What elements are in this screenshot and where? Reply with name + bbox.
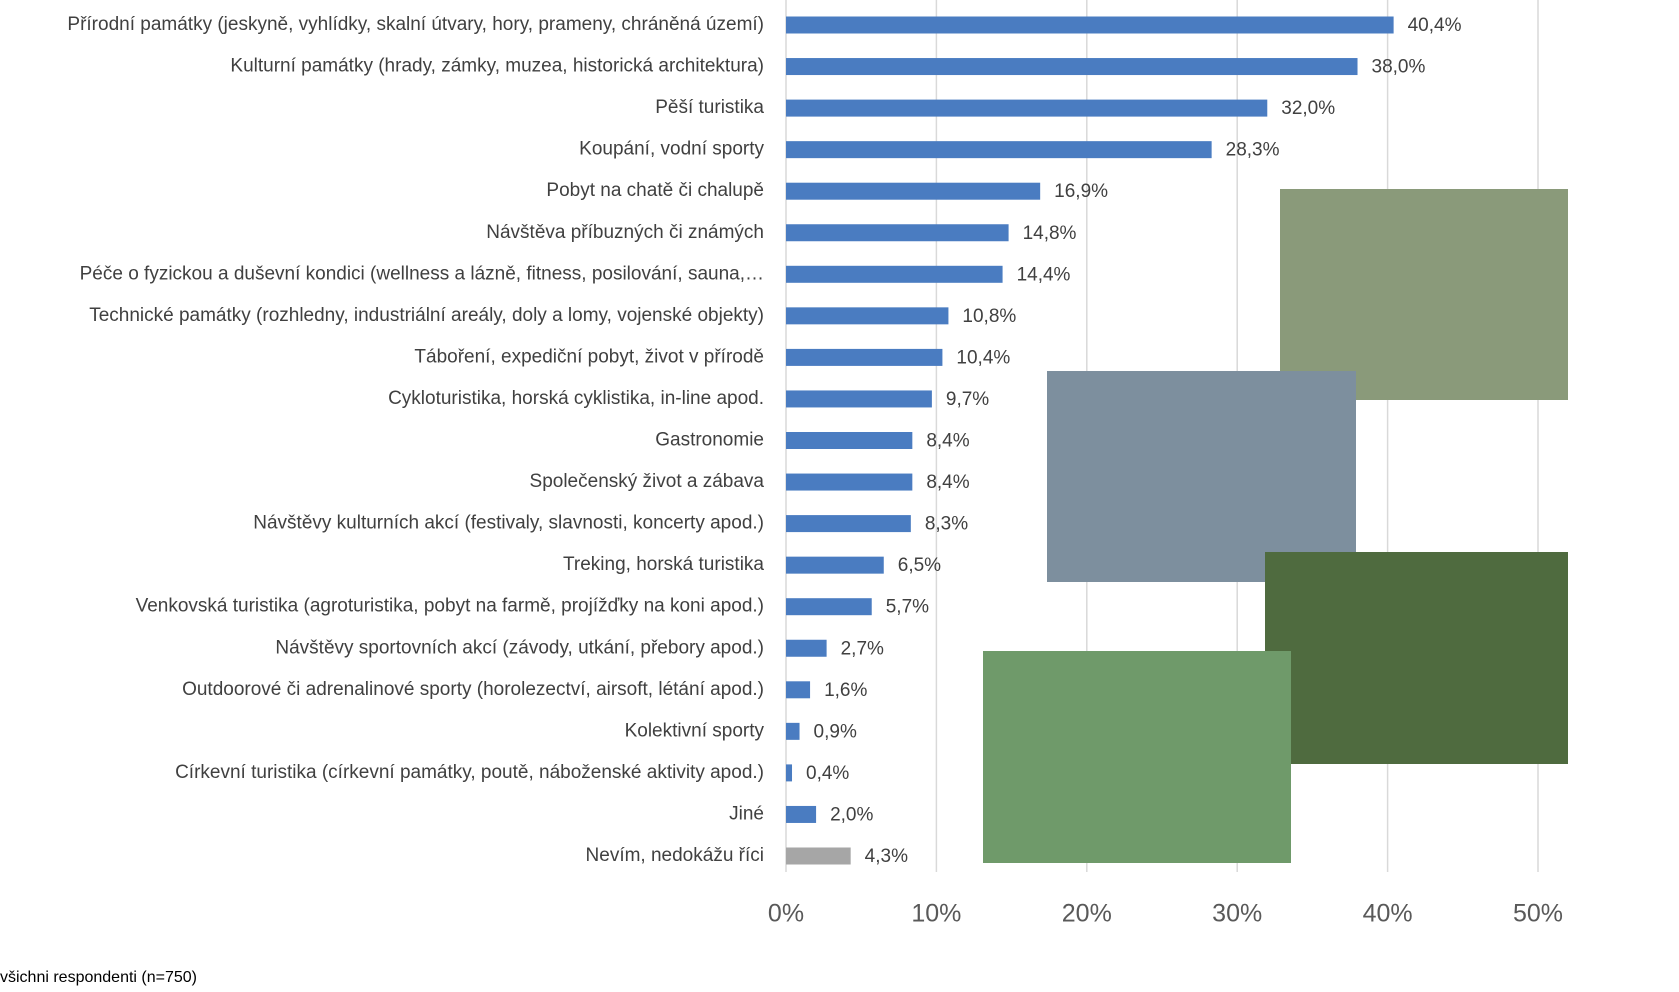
- value-label: 32,0%: [1281, 98, 1335, 119]
- value-label: 8,3%: [925, 514, 968, 535]
- category-label: Společenský život a zábava: [530, 471, 765, 492]
- value-label: 2,0%: [830, 804, 873, 825]
- bar: [786, 224, 1009, 242]
- category-label: Pěší turistika: [655, 97, 764, 118]
- bar: [786, 432, 913, 449]
- note: všichni respondenti (n=750): [0, 969, 197, 986]
- category-label: Kulturní památky (hrady, zámky, muzea, h…: [230, 56, 764, 77]
- value-label: 5,7%: [886, 597, 929, 618]
- category-label: Jiné: [729, 803, 764, 824]
- bar: [786, 515, 911, 533]
- category-label: Návštěvy kulturních akcí (festivaly, sla…: [253, 513, 764, 534]
- bar: [786, 681, 811, 699]
- category-label: Treking, horská turistika: [563, 554, 764, 575]
- value-label: 1,6%: [824, 680, 867, 701]
- bar: [786, 265, 1003, 283]
- value-label: 40,4%: [1408, 15, 1462, 36]
- bar: [786, 390, 932, 408]
- value-label: 16,9%: [1054, 181, 1108, 202]
- x-tick-label: 20%: [1062, 900, 1112, 928]
- value-label: 10,4%: [956, 347, 1010, 368]
- value-label: 2,7%: [841, 638, 884, 659]
- category-label: Péče o fyzickou a duševní kondici (welln…: [80, 263, 764, 284]
- x-tick-label: 40%: [1363, 900, 1413, 928]
- bar: [786, 847, 851, 865]
- category-label: Venkovská turistika (agroturistika, poby…: [136, 596, 764, 617]
- value-label: 14,4%: [1017, 264, 1071, 285]
- category-label: Návštěvy sportovních akcí (závody, utkán…: [275, 637, 764, 658]
- category-label: Cykloturistika, horská cyklistika, in-li…: [388, 388, 764, 409]
- photo: [983, 651, 1291, 863]
- category-label: Koupání, vodní sporty: [579, 139, 764, 160]
- bar: [786, 805, 817, 823]
- category-label: Pobyt na chatě či chalupě: [546, 180, 764, 201]
- bar: [786, 141, 1212, 159]
- category-label: Návštěva příbuzných či známých: [486, 222, 764, 243]
- value-label: 0,9%: [814, 721, 857, 742]
- bar: [786, 473, 913, 491]
- value-label: 4,3%: [865, 846, 908, 867]
- bar: [786, 598, 872, 616]
- bar: [786, 16, 1394, 34]
- value-label: 38,0%: [1372, 57, 1426, 78]
- category-label: Přírodní památky (jeskyně, vyhlídky, ska…: [67, 14, 764, 35]
- x-tick-label: 0%: [768, 900, 804, 928]
- category-label: Nevím, nedokážu říci: [586, 845, 764, 866]
- bar: [786, 307, 949, 325]
- value-label: 10,8%: [962, 306, 1016, 327]
- value-label: 8,4%: [926, 472, 969, 493]
- value-label: 8,4%: [926, 431, 969, 452]
- value-label: 28,3%: [1226, 140, 1280, 161]
- x-tick-label: 10%: [911, 900, 961, 928]
- photos: [983, 189, 1568, 863]
- photo: [1280, 189, 1568, 400]
- x-tick-label: 30%: [1212, 900, 1262, 928]
- category-label: Táboření, expediční pobyt, život v příro…: [414, 346, 764, 367]
- bar: [786, 348, 943, 366]
- bar: [786, 99, 1268, 117]
- category-label: Gastronomie: [655, 430, 764, 451]
- x-tick-label: 50%: [1513, 900, 1563, 928]
- bar: [786, 722, 800, 740]
- value-label: 6,5%: [898, 555, 941, 576]
- category-label: Kolektivní sporty: [625, 720, 765, 741]
- value-label: 9,7%: [946, 389, 989, 410]
- category-label: Církevní turistika (církevní památky, po…: [175, 762, 764, 783]
- bar: [786, 58, 1358, 76]
- bar: [786, 182, 1041, 200]
- value-label: 14,8%: [1023, 223, 1077, 244]
- category-label: Technické památky (rozhledny, industriál…: [89, 305, 764, 326]
- value-label: 0,4%: [806, 763, 849, 784]
- bar: [786, 639, 827, 657]
- photo: [1047, 371, 1356, 582]
- bar: [786, 764, 793, 782]
- bar: [786, 556, 884, 574]
- category-label: Outdoorové či adrenalinové sporty (horol…: [182, 679, 764, 700]
- photo: [1265, 552, 1568, 764]
